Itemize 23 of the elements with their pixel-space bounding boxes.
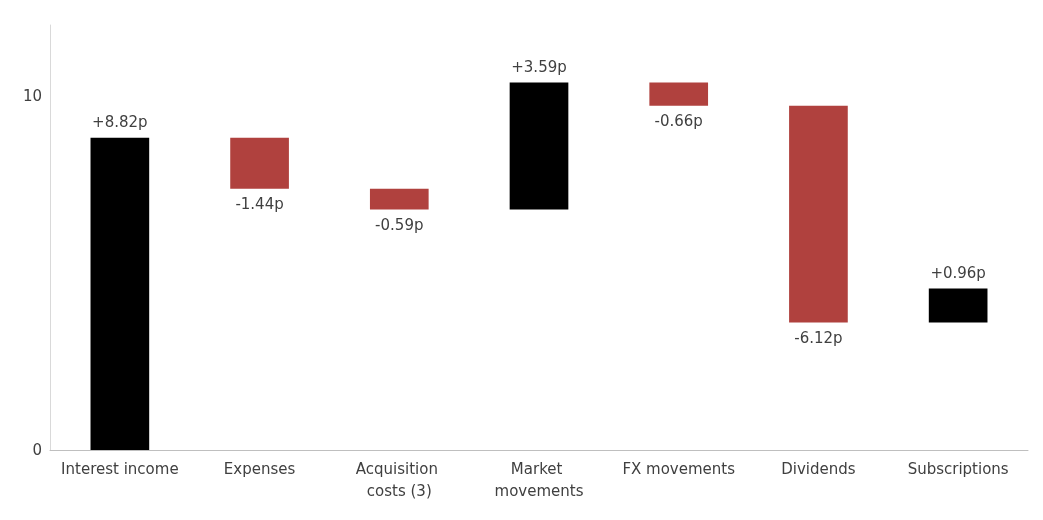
- x-tick-label: Acquisition costs (3): [355, 460, 443, 500]
- bar: [369, 188, 429, 210]
- data-label: +0.96p: [930, 264, 986, 282]
- data-label: -6.12p: [794, 329, 843, 347]
- bar: [789, 105, 848, 323]
- bar: [928, 288, 988, 323]
- data-label: -1.44p: [235, 195, 284, 214]
- y-tick-label: 10: [22, 86, 42, 105]
- x-tick-label: Dividends: [781, 460, 856, 478]
- data-label: +8.82p: [92, 113, 148, 132]
- x-tick-label: Market movements: [494, 460, 584, 500]
- bar: [649, 82, 709, 106]
- data-label: -0.66p: [654, 112, 703, 131]
- x-tick-label: Expenses: [223, 460, 296, 478]
- data-label: -0.59p: [375, 216, 424, 235]
- x-tick-label: Subscriptions: [907, 460, 1009, 478]
- bar: [509, 82, 569, 210]
- x-tick-label: FX movements: [622, 460, 736, 478]
- data-label: +3.59p: [511, 57, 567, 76]
- bar: [230, 137, 289, 189]
- y-tick-label: 0: [32, 441, 42, 459]
- bar: [90, 137, 150, 450]
- x-tick-label: Interest income: [61, 460, 179, 478]
